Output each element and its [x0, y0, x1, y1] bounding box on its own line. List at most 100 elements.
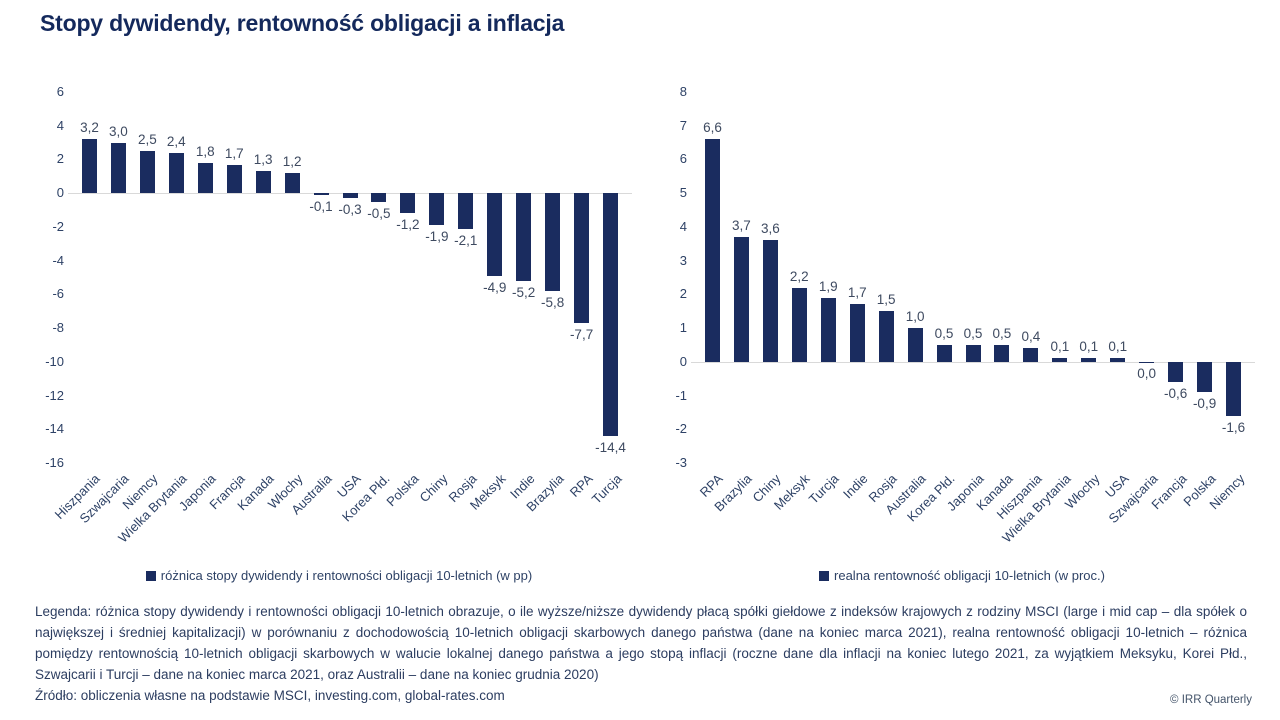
value-label: -0,9 [1192, 396, 1217, 412]
value-label: 2,5 [137, 132, 157, 148]
bar [487, 193, 503, 276]
value-label: 0,1 [1108, 339, 1128, 355]
value-label: -1,6 [1221, 419, 1246, 435]
bar [994, 344, 1010, 362]
bar [110, 142, 126, 194]
bar [342, 193, 358, 199]
value-label: -5,8 [540, 294, 565, 310]
value-label: -14,4 [595, 440, 626, 456]
bar [371, 193, 387, 202]
footer-source-text: Źródło: obliczenia własne na podstawie M… [35, 688, 505, 703]
y-tick-label: -1 [675, 387, 687, 403]
bar [1226, 361, 1242, 416]
bar [762, 240, 778, 362]
y-tick-label: 0 [56, 185, 64, 201]
bar [1197, 361, 1213, 393]
value-label: -0,3 [338, 202, 362, 218]
copyright-text: © IRR Quarterly [1170, 694, 1252, 706]
value-label: 2,4 [166, 133, 186, 149]
value-label: 1,0 [905, 309, 925, 325]
y-tick-label: 8 [679, 84, 687, 99]
value-label: 3,6 [760, 221, 780, 237]
value-label: 0,0 [1137, 365, 1157, 381]
value-label: -0,6 [1163, 386, 1188, 402]
right-chart-legend: realna rentowność obligacji 10-letnich (… [653, 568, 1271, 583]
bar [1081, 358, 1097, 362]
value-label: -7,7 [569, 327, 594, 343]
bar [545, 193, 561, 291]
bar [574, 193, 590, 324]
value-label: 1,7 [224, 145, 244, 161]
y-tick-label: -8 [52, 320, 64, 336]
y-tick-label: 4 [679, 218, 687, 234]
x-axis-zero-line [691, 361, 1255, 363]
bar [733, 237, 749, 362]
y-tick-label: 0 [679, 353, 687, 369]
left-chart-dividend-bond-spread: 6 4 2 0 -2 -4 -6 -8 -10 -12 -14 -16 3,2 Hiszpania 3,0 S… [30, 84, 648, 590]
y-tick-label: 6 [679, 151, 687, 167]
bar [284, 172, 300, 194]
y-tick-label: -12 [45, 387, 64, 403]
legend-swatch-icon [145, 570, 156, 581]
bar [429, 193, 445, 226]
value-label: 1,7 [847, 285, 867, 301]
bar [603, 193, 619, 436]
bar [139, 151, 155, 194]
value-label: 3,2 [80, 120, 99, 136]
bar [1052, 358, 1068, 362]
value-label: 1,2 [282, 153, 302, 169]
bar [849, 304, 865, 362]
value-label: -1,2 [396, 217, 420, 233]
bar [313, 193, 329, 195]
value-label: 6,6 [703, 120, 722, 136]
bar [1110, 358, 1126, 362]
value-label: 3,0 [109, 123, 128, 139]
bar [878, 311, 894, 362]
value-label: 0,4 [1021, 329, 1041, 345]
value-label: 1,3 [253, 152, 273, 168]
bar [820, 297, 836, 362]
value-label: -1,9 [425, 229, 449, 245]
value-label: 1,8 [195, 143, 215, 159]
value-label: 0,5 [963, 325, 983, 341]
value-label: -2,1 [454, 232, 478, 248]
value-label: 0,1 [1079, 339, 1099, 355]
value-label: 0,5 [934, 325, 954, 341]
bar [791, 287, 807, 362]
right-chart-real-bond-yield: 8 7 6 5 4 3 2 1 0 -1 -2 -3 6,6 RPA 3,7 Brazylia 3,6 Chiny… [653, 84, 1271, 590]
right-chart-plot-area: 8 7 6 5 4 3 2 1 0 -1 -2 -3 6,6 RPA 3,7 Brazylia 3,6 Chiny… [653, 84, 1271, 590]
bar [81, 139, 97, 194]
bar [704, 139, 720, 362]
bar [226, 164, 242, 194]
value-label: 0,5 [992, 325, 1012, 341]
y-tick-label: 4 [56, 117, 64, 133]
bar [197, 162, 213, 194]
value-label: -5,2 [512, 284, 536, 300]
y-tick-label: 6 [56, 84, 64, 99]
bar [1168, 361, 1184, 383]
value-label: 0,1 [1050, 339, 1070, 355]
left-chart-plot-area: 6 4 2 0 -2 -4 -6 -8 -10 -12 -14 -16 3,2 Hiszpania 3,0 S… [30, 84, 648, 590]
value-label: 1,5 [876, 292, 896, 308]
footer-legend-text: Legenda: różnica stopy dywidendy i rento… [35, 604, 1247, 682]
value-label: -4,9 [483, 279, 507, 295]
y-tick-label: -10 [45, 353, 64, 369]
y-tick-label: -14 [45, 421, 64, 437]
y-tick-label: -2 [52, 218, 64, 234]
bar [516, 193, 532, 281]
y-tick-label: -16 [45, 455, 64, 470]
value-label: -0,5 [367, 205, 391, 221]
bar [255, 171, 271, 194]
bar [1139, 361, 1155, 364]
value-label: 2,2 [789, 268, 809, 284]
y-tick-label: 1 [679, 320, 687, 336]
y-tick-label: -2 [675, 421, 687, 437]
y-tick-label: 7 [679, 117, 687, 133]
bar [965, 344, 981, 362]
y-tick-label: 2 [679, 286, 687, 302]
page-title: Stopy dywidendy, rentowność obligacji a … [40, 10, 565, 36]
bar [168, 152, 184, 194]
legend-swatch-icon [819, 570, 830, 581]
y-tick-label: -3 [675, 455, 687, 470]
